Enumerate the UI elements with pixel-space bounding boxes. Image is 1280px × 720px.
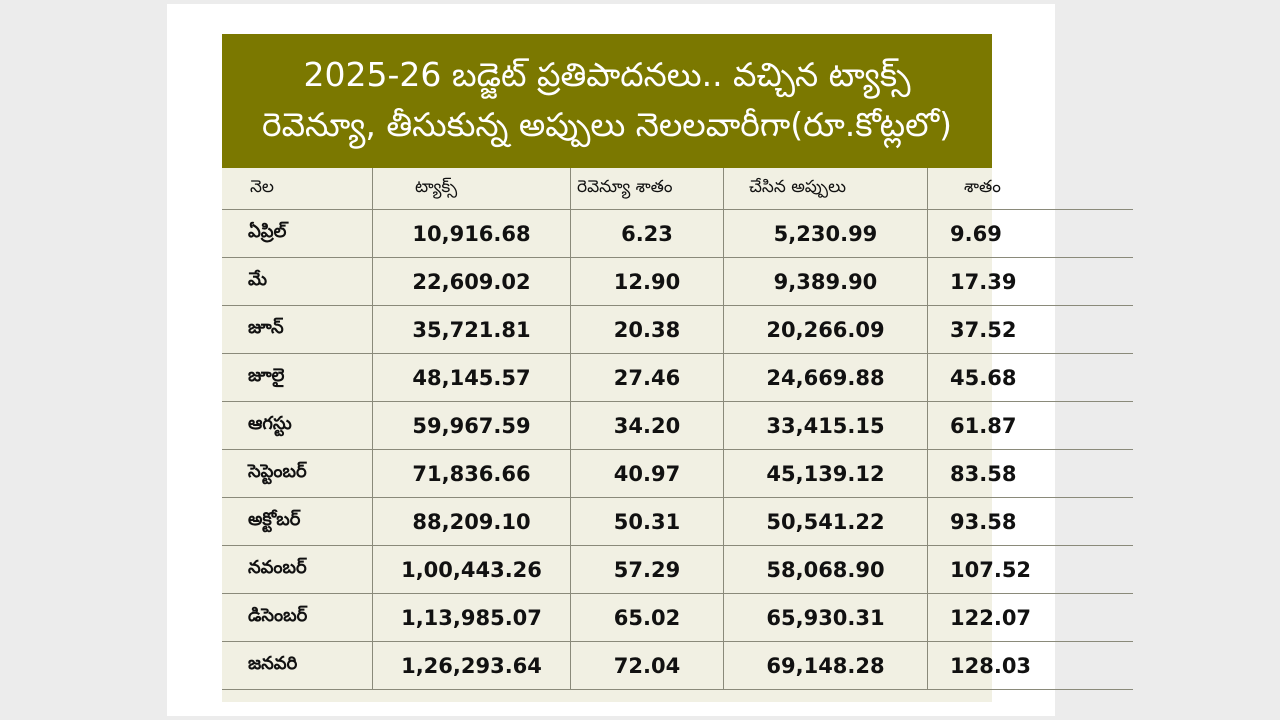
- budget-table-card: 2025-26 బడ్జెట్ ప్రతిపాదనలు.. వచ్చిన ట్య…: [222, 34, 1133, 702]
- cell-revenue-percent: 40.97: [570, 449, 724, 498]
- cell-month: జూలై: [222, 353, 373, 402]
- cell-loans: 45,139.12: [723, 449, 928, 498]
- cell-percent: 17.39: [927, 257, 1133, 306]
- table-row: డిసెంబర్ 1,13,985.07 65.02 65,930.31 122.07: [222, 593, 1133, 642]
- table-title: 2025-26 బడ్జెట్ ప్రతిపాదనలు.. వచ్చిన ట్య…: [222, 34, 992, 168]
- title-line-2: రెవెన్యూ, తీసుకున్న అప్పులు నెలలవారీగా(ర…: [262, 105, 952, 144]
- cell-loans: 5,230.99: [723, 209, 928, 258]
- table-row: సెప్టెంబర్ 71,836.66 40.97 45,139.12 83.58: [222, 449, 1133, 498]
- budget-table: నెల ట్యాక్స్ రెవెన్యూ శాతం చేసిన అప్పులు…: [222, 168, 1133, 690]
- header-tax: ట్యాక్స్: [372, 168, 571, 210]
- cell-revenue-percent: 20.38: [570, 305, 724, 354]
- cell-revenue-percent: 57.29: [570, 545, 724, 594]
- table-row: జూలై 48,145.57 27.46 24,669.88 45.68: [222, 353, 1133, 402]
- cell-percent: 107.52: [927, 545, 1133, 594]
- cell-revenue-percent: 6.23: [570, 209, 724, 258]
- table-row: జూన్ 35,721.81 20.38 20,266.09 37.52: [222, 305, 1133, 354]
- cell-percent: 93.58: [927, 497, 1133, 546]
- cell-tax: 10,916.68: [372, 209, 571, 258]
- table-row: అక్టోబర్ 88,209.10 50.31 50,541.22 93.58: [222, 497, 1133, 546]
- header-percent: శాతం: [927, 168, 1133, 210]
- cell-percent: 45.68: [927, 353, 1133, 402]
- cell-percent: 128.03: [927, 641, 1133, 690]
- cell-month: డిసెంబర్: [222, 593, 373, 642]
- cell-percent: 9.69: [927, 209, 1133, 258]
- cell-revenue-percent: 50.31: [570, 497, 724, 546]
- cell-percent: 83.58: [927, 449, 1133, 498]
- cell-tax: 48,145.57: [372, 353, 571, 402]
- cell-revenue-percent: 34.20: [570, 401, 724, 450]
- page: 2025-26 బడ్జెట్ ప్రతిపాదనలు.. వచ్చిన ట్య…: [167, 4, 1133, 716]
- title-line-1: 2025-26 బడ్జెట్ ప్రతిపాదనలు.. వచ్చిన ట్య…: [303, 55, 911, 94]
- cell-loans: 65,930.31: [723, 593, 928, 642]
- table-row: జనవరి 1,26,293.64 72.04 69,148.28 128.03: [222, 641, 1133, 690]
- cell-tax: 1,00,443.26: [372, 545, 571, 594]
- cell-month: జనవరి: [222, 641, 373, 690]
- table-body: ఏప్రిల్ 10,916.68 6.23 5,230.99 9.69 మే 22,609…: [222, 209, 1133, 690]
- cell-tax: 22,609.02: [372, 257, 571, 306]
- cell-loans: 33,415.15: [723, 401, 928, 450]
- cell-tax: 71,836.66: [372, 449, 571, 498]
- table-row: మే 22,609.02 12.90 9,389.90 17.39: [222, 257, 1133, 306]
- cell-tax: 1,26,293.64: [372, 641, 571, 690]
- table-row: ఏప్రిల్ 10,916.68 6.23 5,230.99 9.69: [222, 209, 1133, 258]
- header-row: నెల ట్యాక్స్ రెవెన్యూ శాతం చేసిన అప్పులు…: [222, 168, 1133, 210]
- cell-month: ఏప్రిల్: [222, 209, 373, 258]
- cell-loans: 69,148.28: [723, 641, 928, 690]
- cell-revenue-percent: 12.90: [570, 257, 724, 306]
- cell-revenue-percent: 72.04: [570, 641, 724, 690]
- table-row: నవంబర్ 1,00,443.26 57.29 58,068.90 107.52: [222, 545, 1133, 594]
- cell-percent: 61.87: [927, 401, 1133, 450]
- cell-loans: 50,541.22: [723, 497, 928, 546]
- cell-month: అక్టోబర్: [222, 497, 373, 546]
- cell-month: ఆగస్టు: [222, 401, 373, 450]
- cell-loans: 24,669.88: [723, 353, 928, 402]
- cell-loans: 58,068.90: [723, 545, 928, 594]
- cell-tax: 35,721.81: [372, 305, 571, 354]
- cell-tax: 1,13,985.07: [372, 593, 571, 642]
- header-revenue-percent: రెవెన్యూ శాతం: [570, 168, 724, 210]
- cell-tax: 59,967.59: [372, 401, 571, 450]
- cell-month: జూన్: [222, 305, 373, 354]
- cell-revenue-percent: 65.02: [570, 593, 724, 642]
- cell-percent: 122.07: [927, 593, 1133, 642]
- header-loans: చేసిన అప్పులు: [723, 168, 928, 210]
- header-month: నెల: [222, 168, 373, 210]
- cell-month: నవంబర్: [222, 545, 373, 594]
- cell-revenue-percent: 27.46: [570, 353, 724, 402]
- cell-month: సెప్టెంబర్: [222, 449, 373, 498]
- cell-percent: 37.52: [927, 305, 1133, 354]
- cell-tax: 88,209.10: [372, 497, 571, 546]
- cell-loans: 20,266.09: [723, 305, 928, 354]
- cell-loans: 9,389.90: [723, 257, 928, 306]
- cell-month: మే: [222, 257, 373, 306]
- table-row: ఆగస్టు 59,967.59 34.20 33,415.15 61.87: [222, 401, 1133, 450]
